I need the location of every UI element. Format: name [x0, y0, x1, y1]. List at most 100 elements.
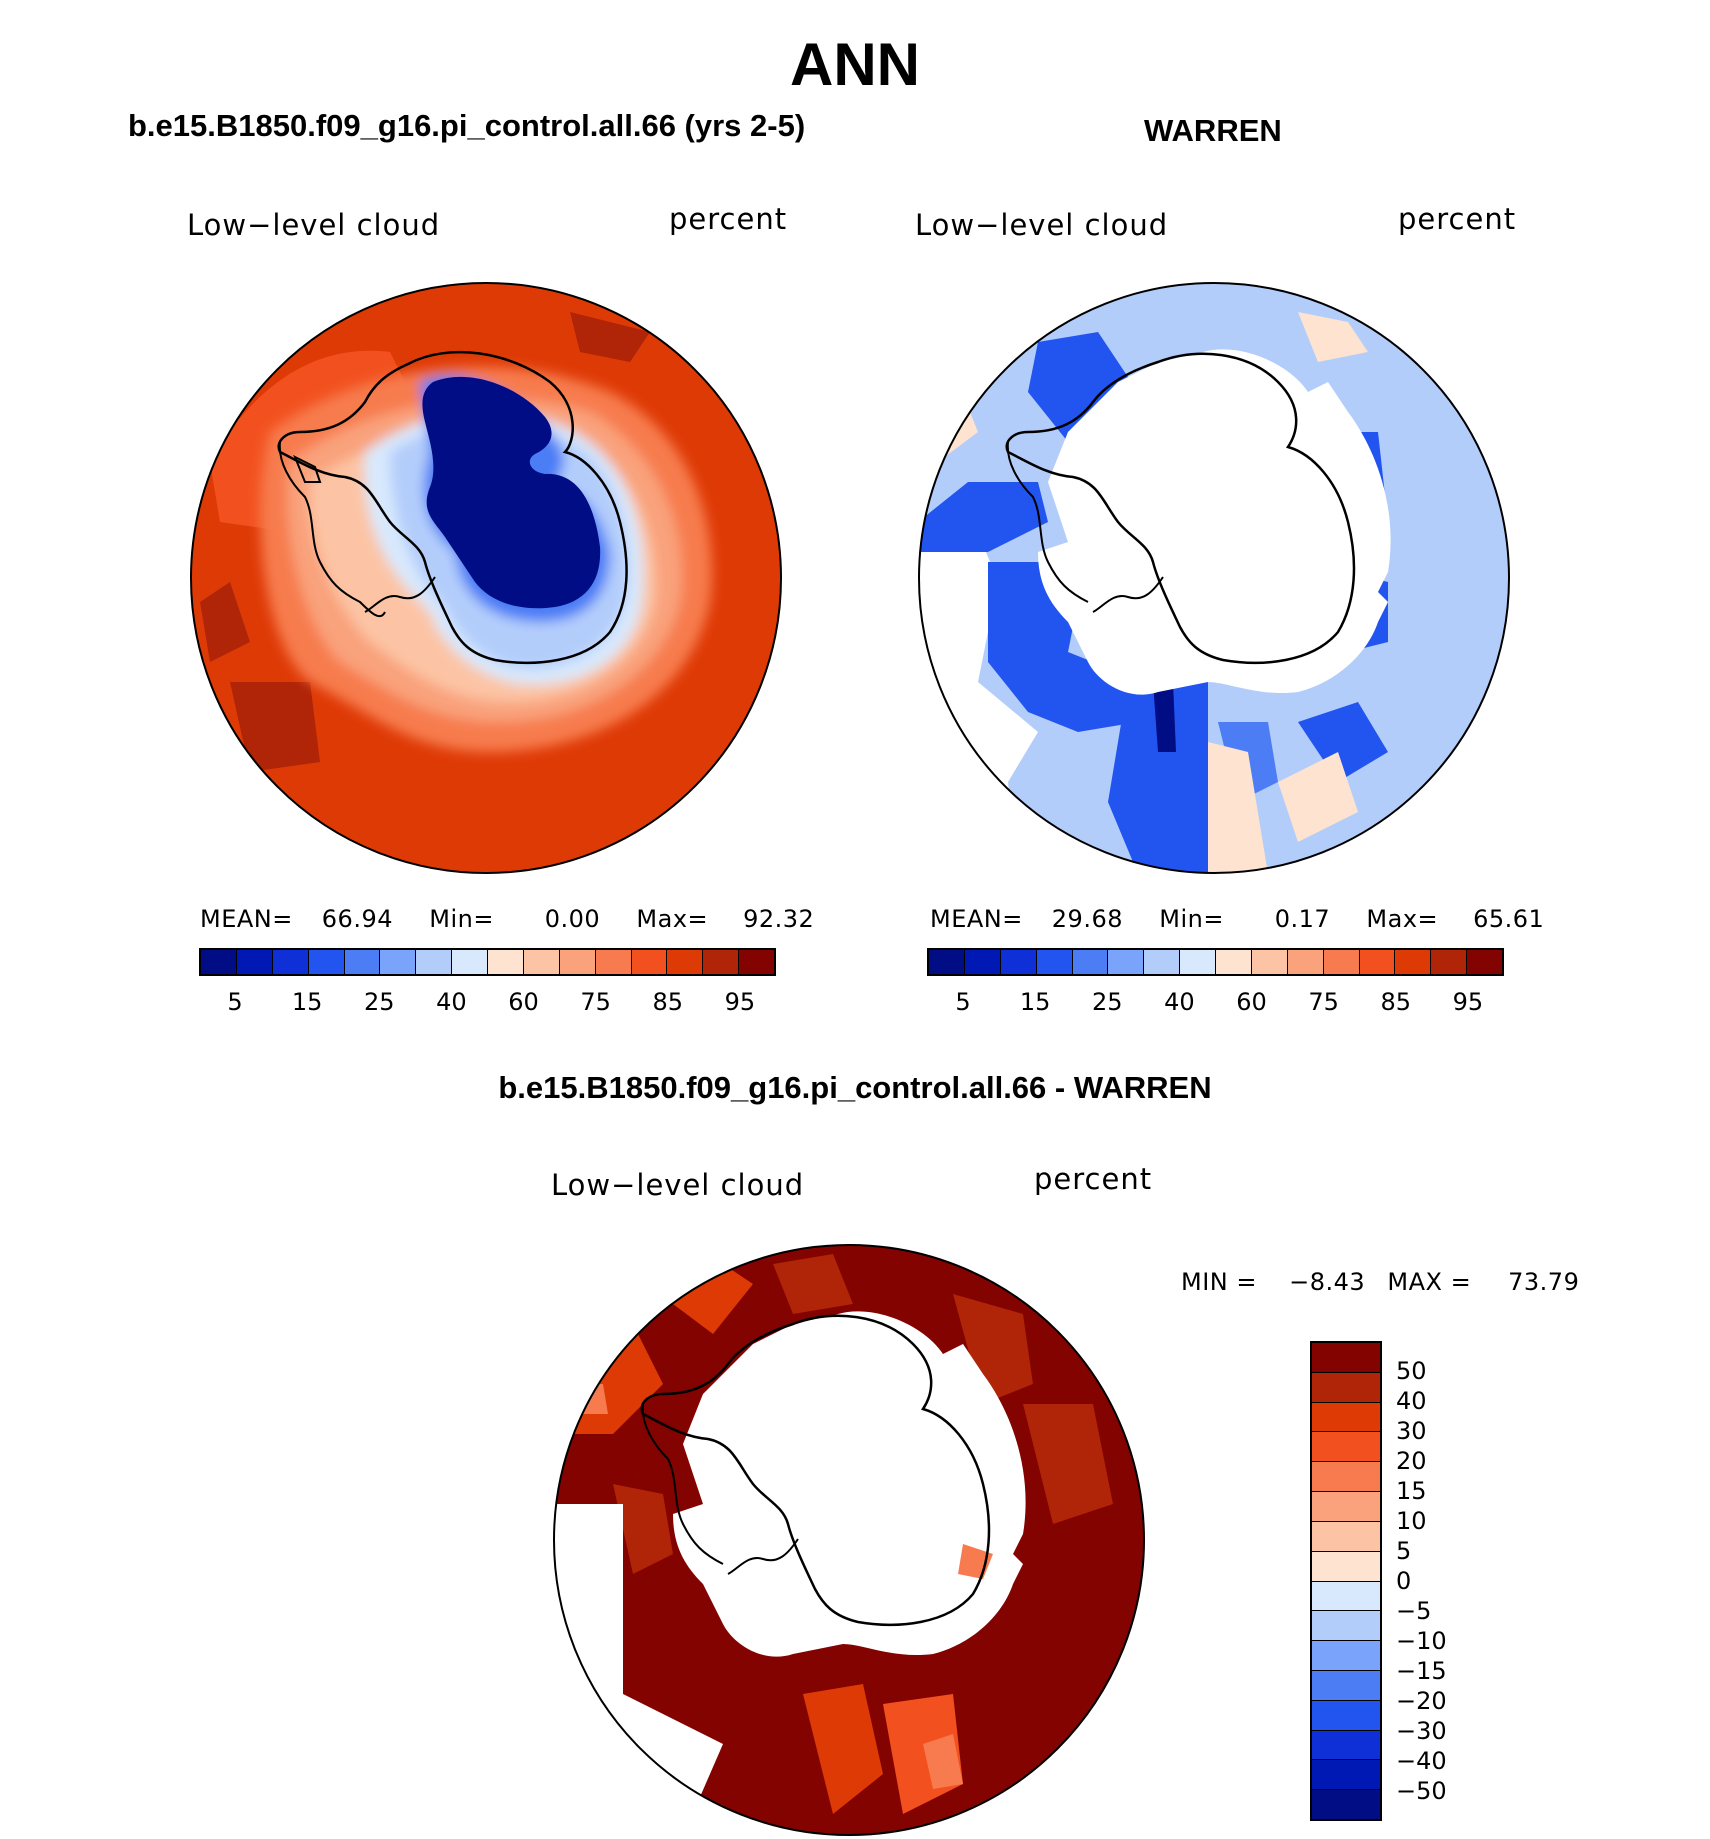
- panel-a-max-label: Max=: [636, 905, 709, 933]
- colorbar-box: [929, 950, 965, 974]
- panel-b-max-label: Max=: [1366, 905, 1439, 933]
- colorbar-tick-label: 60: [1236, 988, 1267, 1016]
- colorbar-tick-label: 30: [1396, 1417, 1427, 1445]
- colorbar-box: [236, 950, 273, 974]
- panel-b-colorbar: [927, 948, 1504, 976]
- colorbar-tick-label: 0: [1396, 1567, 1412, 1595]
- colorbar-box: [1312, 1760, 1380, 1791]
- panel-b-mean-label: MEAN=: [930, 905, 1023, 933]
- colorbar-box: [1180, 950, 1216, 974]
- colorbar-box: [1312, 1432, 1380, 1463]
- colorbar-box: [1431, 950, 1468, 974]
- colorbar-box: [964, 950, 1001, 974]
- colorbar-box: [1312, 1402, 1380, 1433]
- colorbar-tick-label: 85: [1380, 988, 1412, 1016]
- colorbar-box: [308, 950, 345, 974]
- colorbar-box: [1287, 950, 1324, 974]
- panel-a-mean-value: 66.94: [321, 905, 393, 933]
- colorbar-box: [1312, 1492, 1380, 1522]
- panel-b-max-value: 65.61: [1473, 905, 1545, 933]
- colorbar-box: [739, 950, 774, 974]
- panel-a-variable-label: Low−level cloud: [187, 208, 441, 242]
- colorbar-box: [1312, 1372, 1380, 1403]
- colorbar-box: [1312, 1641, 1380, 1671]
- colorbar-box: [631, 950, 668, 974]
- panel-a-stats: MEAN= 66.94 Min= 0.00 Max= 92.32: [200, 905, 814, 933]
- panel-c-units-label: percent: [1034, 1162, 1153, 1196]
- colorbar-tick-label: −20: [1396, 1687, 1447, 1715]
- colorbar-box: [1359, 950, 1396, 974]
- colorbar-tick-label: −40: [1396, 1747, 1447, 1775]
- panel-b-case-title: WARREN: [1144, 113, 1282, 148]
- colorbar-tick-label: 5: [1396, 1537, 1412, 1565]
- colorbar-tick-label: −15: [1396, 1657, 1447, 1685]
- panel-c-max-label: MAX =: [1387, 1268, 1472, 1296]
- colorbar-box: [1072, 950, 1109, 974]
- colorbar-tick-label: 10: [1396, 1507, 1427, 1535]
- colorbar-box: [1251, 950, 1288, 974]
- colorbar-tick-label: 50: [1396, 1357, 1427, 1385]
- panel-a-mean-label: MEAN=: [200, 905, 293, 933]
- colorbar-box: [1000, 950, 1037, 974]
- panel-c-case-title: b.e15.B1850.f09_g16.pi_control.all.66 - …: [498, 1070, 1212, 1105]
- colorbar-tick-label: −30: [1396, 1717, 1447, 1745]
- colorbar-tick-label: −50: [1396, 1777, 1447, 1805]
- panel-b-variable-label: Low−level cloud: [915, 208, 1169, 242]
- colorbar-tick-label: 40: [1164, 988, 1195, 1016]
- colorbar-box: [1312, 1551, 1380, 1582]
- colorbar-box: [1312, 1462, 1380, 1493]
- colorbar-box: [1312, 1611, 1380, 1642]
- colorbar-tick-label: 40: [436, 988, 467, 1016]
- colorbar-tick-label: 25: [1092, 988, 1123, 1016]
- colorbar-box: [452, 950, 488, 974]
- panel-c-min-value: −8.43: [1289, 1268, 1366, 1296]
- panel-c-variable-label: Low−level cloud: [551, 1168, 805, 1202]
- colorbar-box: [1323, 950, 1360, 974]
- colorbar-tick-label: 40: [1396, 1387, 1427, 1415]
- colorbar-box: [559, 950, 596, 974]
- colorbar-tick-label: 15: [1396, 1477, 1427, 1505]
- colorbar-tick-label: −5: [1396, 1597, 1432, 1625]
- colorbar-box: [523, 950, 560, 974]
- colorbar-box: [201, 950, 237, 974]
- panel-a-case-title: b.e15.B1850.f09_g16.pi_control.all.66 (y…: [128, 108, 806, 143]
- colorbar-box: [1395, 950, 1432, 974]
- colorbar-box: [1312, 1343, 1380, 1373]
- colorbar-tick-label: −10: [1396, 1627, 1447, 1655]
- colorbar-tick-label: 95: [1452, 988, 1484, 1016]
- colorbar-box: [1312, 1730, 1380, 1761]
- colorbar-tick-label: 15: [291, 988, 323, 1016]
- colorbar-box: [416, 950, 453, 974]
- panel-b-stats: MEAN= 29.68 Min= 0.17 Max= 65.61: [930, 905, 1544, 933]
- colorbar-tick-label: 5: [955, 988, 971, 1016]
- panel-a-colorbar: [199, 948, 776, 976]
- colorbar-box: [344, 950, 381, 974]
- colorbar-box: [1312, 1700, 1380, 1731]
- panel-c-max-value: 73.79: [1508, 1268, 1580, 1296]
- colorbar-tick-label: 85: [652, 988, 684, 1016]
- panel-c-colorbar: [1310, 1341, 1382, 1821]
- colorbar-tick-label: 95: [724, 988, 756, 1016]
- colorbar-box: [1144, 950, 1181, 974]
- colorbar-box: [1108, 950, 1145, 974]
- colorbar-box: [1312, 1790, 1380, 1819]
- colorbar-tick-label: 15: [1019, 988, 1051, 1016]
- colorbar-tick-label: 25: [364, 988, 395, 1016]
- panel-c-min-label: MIN =: [1181, 1268, 1257, 1296]
- panel-a-max-value: 92.32: [743, 905, 815, 933]
- colorbar-box: [1312, 1581, 1380, 1612]
- colorbar-box: [703, 950, 740, 974]
- colorbar-box: [1216, 950, 1252, 974]
- colorbar-box: [667, 950, 704, 974]
- colorbar-box: [1467, 950, 1502, 974]
- colorbar-box: [1312, 1521, 1380, 1552]
- colorbar-box: [595, 950, 632, 974]
- colorbar-tick-label: 20: [1396, 1447, 1427, 1475]
- colorbar-box: [272, 950, 309, 974]
- panel-a-min-value: 0.00: [544, 905, 601, 933]
- colorbar-tick-label: 75: [1308, 988, 1339, 1016]
- panel-b-map: [918, 282, 1510, 874]
- panel-b-units-label: percent: [1398, 202, 1517, 236]
- colorbar-box: [488, 950, 524, 974]
- panel-b-min-label: Min=: [1159, 905, 1224, 933]
